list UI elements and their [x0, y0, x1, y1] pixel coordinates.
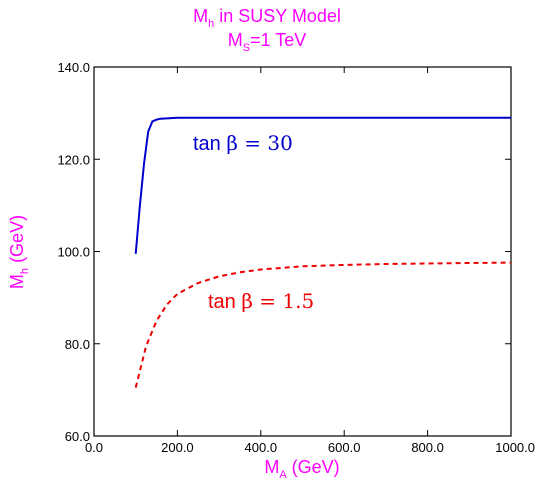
x-axis-label-rest: (GeV)	[287, 457, 340, 477]
x-axis-label: MA (GeV)	[264, 457, 339, 479]
y-tick-label: 100.0	[57, 245, 90, 260]
plot-frame	[93, 66, 512, 437]
x-tick-label: 400.0	[245, 440, 278, 455]
series-label-tanb15-prefix: tan	[208, 291, 241, 313]
y-axis-label-rest: (GeV)	[7, 215, 27, 268]
chart-title-rest: in SUSY Model	[214, 6, 341, 26]
y-axis-label-sub: h	[19, 268, 31, 274]
chart-title: Mh in SUSY Model	[193, 6, 341, 30]
series-label-tanb30: tan β = 30	[193, 131, 293, 155]
y-axis-ticks: 60.0 80.0 100.0 120.0 140.0	[57, 60, 511, 444]
series-label-tanb15: tan β = 1.5	[208, 289, 314, 313]
x-tick-label: 800.0	[411, 440, 444, 455]
series-label-tanb30-prefix: tan	[193, 133, 226, 155]
x-axis-label-main: M	[264, 457, 279, 477]
chart-title-sub: h	[208, 18, 214, 30]
y-tick-label: 80.0	[65, 337, 90, 352]
x-tick-label: 1000.0	[495, 440, 535, 455]
y-axis-label: Mh (GeV)	[7, 215, 31, 289]
chart-subtitle-rest: =1 TeV	[250, 30, 306, 50]
chart-subtitle: MS=1 TeV	[228, 30, 307, 54]
series-line-tanb30	[134, 116, 511, 254]
chart-subtitle-main: M	[228, 30, 243, 50]
x-tick-label: 600.0	[328, 440, 361, 455]
series-label-tanb30-greek: β	[226, 131, 238, 155]
series-lines	[134, 116, 512, 388]
x-tick-label: 0.0	[85, 440, 103, 455]
series-label-tanb15-suffix: = 1.5	[253, 289, 314, 313]
y-axis-label-main: M	[7, 274, 27, 289]
series-line-tanb15	[134, 261, 512, 388]
series-label-tanb30-suffix: = 30	[238, 131, 293, 155]
series-label-tanb15-greek: β	[241, 289, 253, 313]
x-axis-label-sub: A	[279, 469, 287, 479]
y-tick-label: 120.0	[57, 152, 90, 167]
chart-subtitle-sub: S	[243, 42, 250, 54]
y-tick-label: 140.0	[57, 60, 90, 75]
chart-title-main: M	[193, 6, 208, 26]
x-axis-ticks: 0.0 200.0 400.0 600.0 800.0 1000.0	[85, 67, 535, 455]
y-tick-label: 60.0	[65, 429, 90, 444]
x-tick-label: 200.0	[161, 440, 194, 455]
